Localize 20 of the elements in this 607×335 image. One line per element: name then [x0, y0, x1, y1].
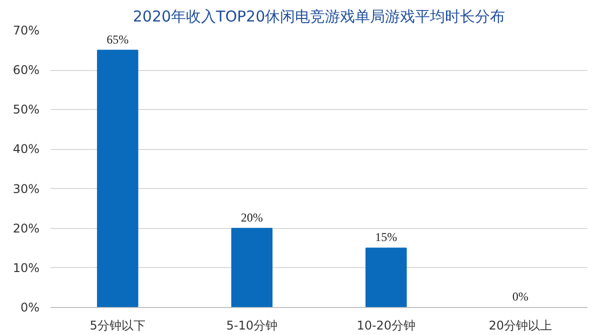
- data-label: 0%: [512, 290, 528, 304]
- y-tick-label: 50%: [12, 102, 40, 117]
- x-tick-label: 10-20分钟: [356, 318, 416, 332]
- x-tick-label: 20分钟以上: [488, 318, 552, 332]
- data-label: 65%: [106, 32, 129, 46]
- bar: [365, 248, 407, 308]
- y-tick-label: 0%: [20, 300, 40, 314]
- x-tick-label: 5-10分钟: [226, 318, 278, 332]
- data-label: 15%: [375, 230, 398, 244]
- y-tick-label: 70%: [12, 24, 40, 38]
- bar: [96, 50, 138, 308]
- y-tick-label: 10%: [12, 260, 40, 275]
- y-tick-label: 40%: [12, 142, 40, 156]
- y-tick-label: 30%: [12, 182, 40, 196]
- x-tick-label: 5分钟以下: [90, 318, 146, 332]
- bar: [231, 228, 273, 308]
- data-label: 20%: [240, 210, 263, 224]
- y-tick-label: 20%: [12, 221, 40, 236]
- chart-title: 2020年收入TOP20休闲电竞游戏单局游戏平均时长分布: [132, 8, 506, 26]
- y-tick-label: 60%: [12, 63, 40, 78]
